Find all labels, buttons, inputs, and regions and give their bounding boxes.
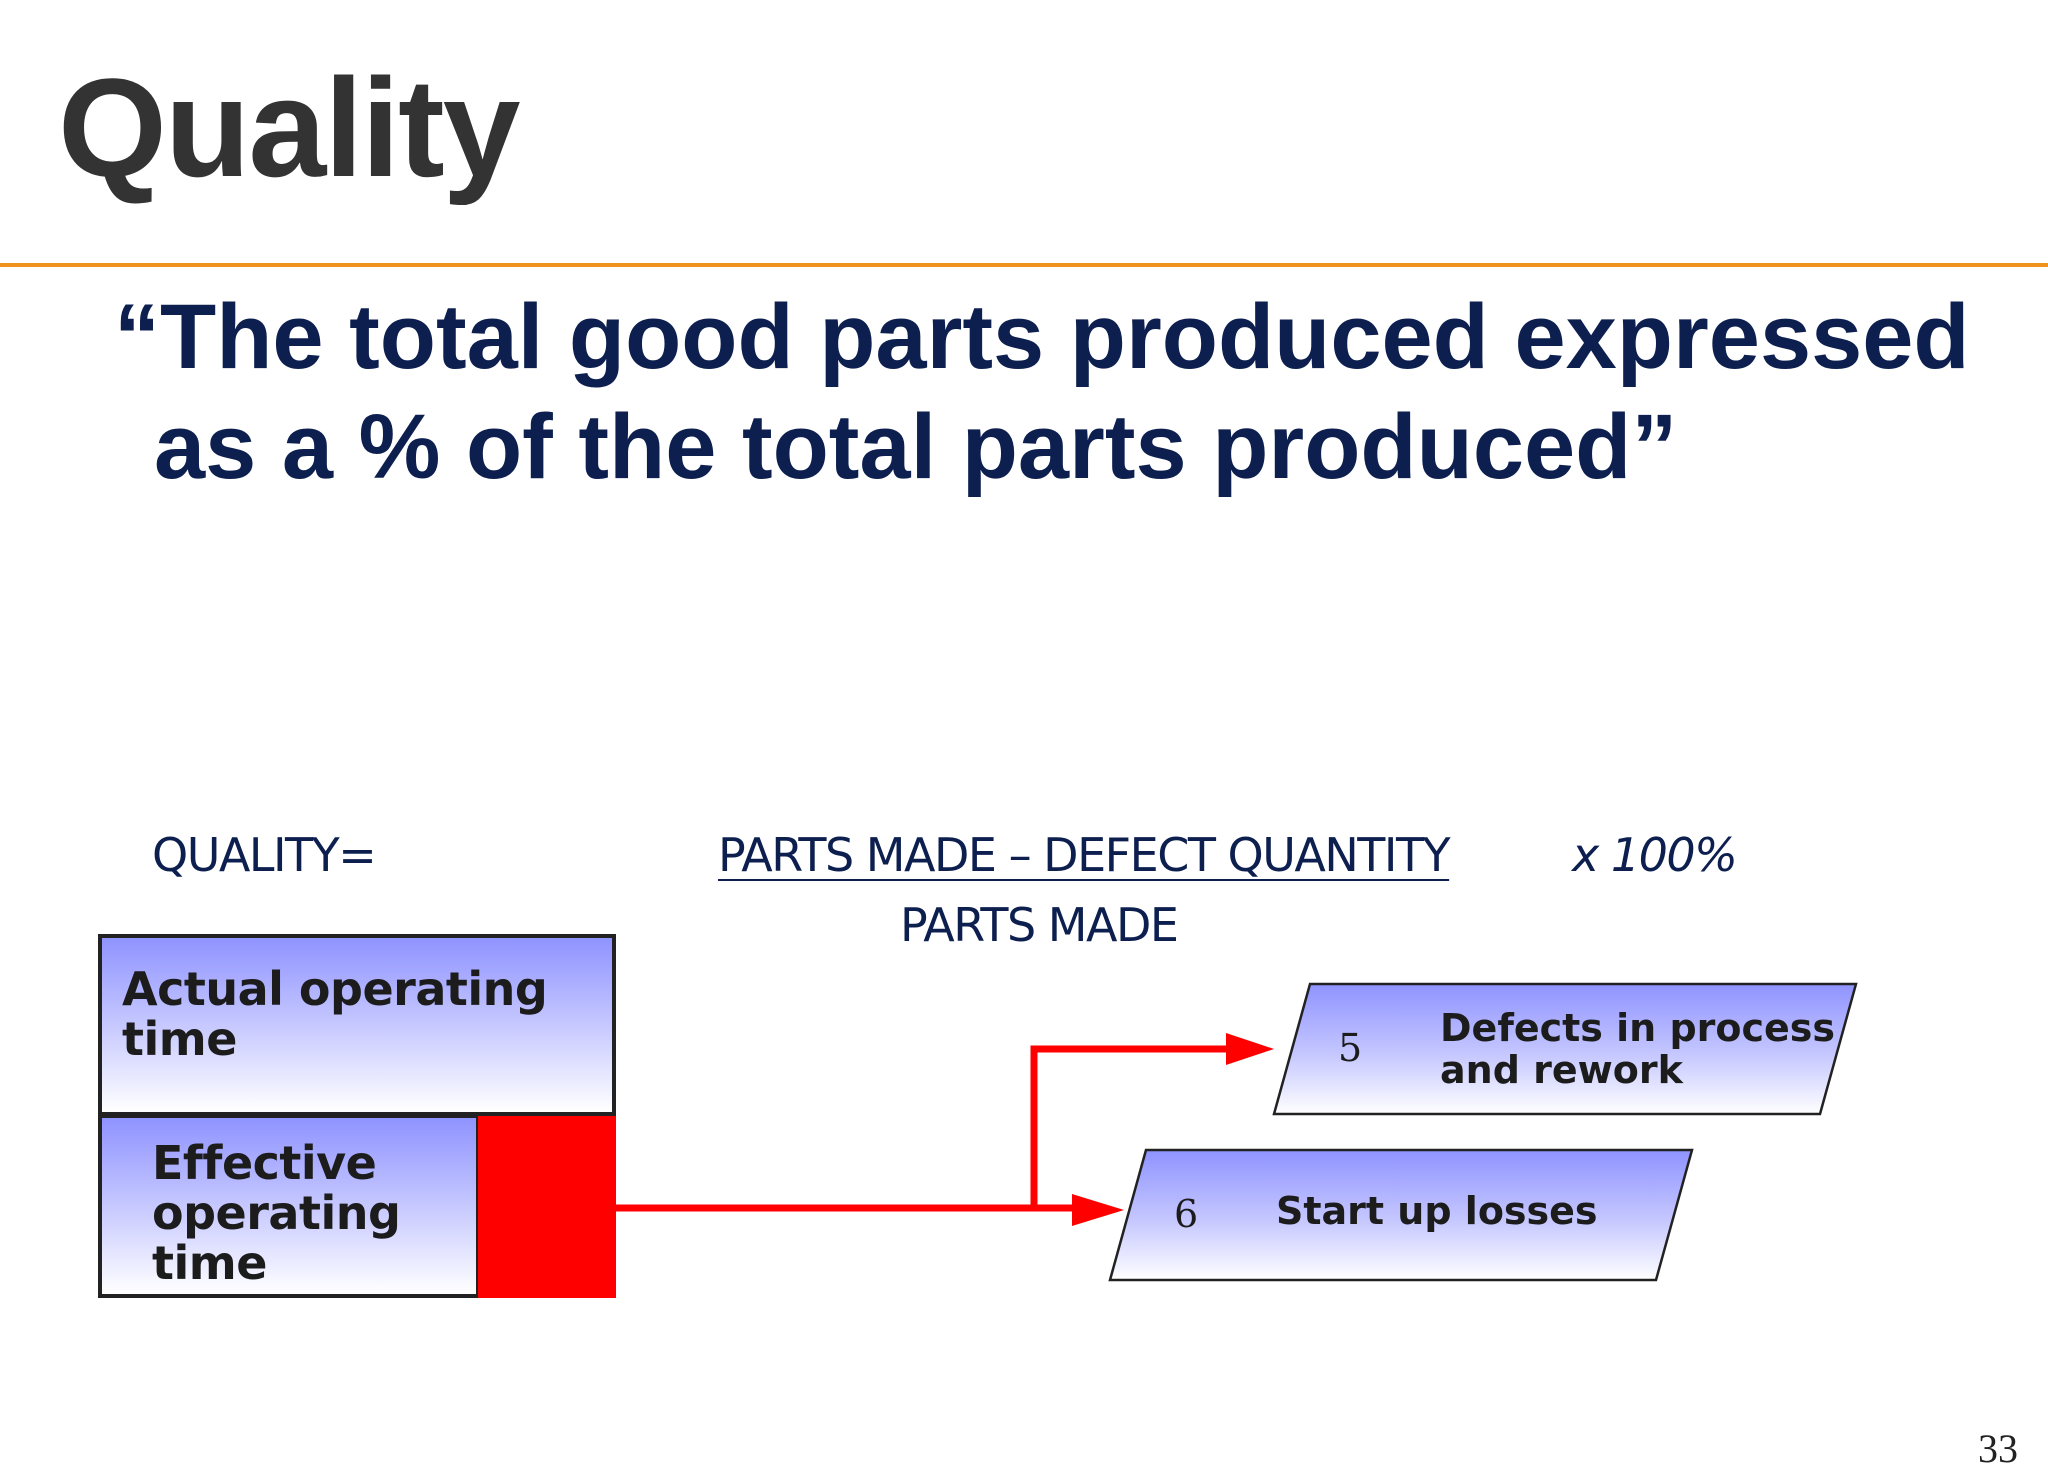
defects-label: Defects in process and rework [1440,1007,1835,1091]
effective-operating-time-line-1: Effective [152,1136,377,1190]
slide-title: Quality [58,49,521,206]
formula-numerator: PARTS MADE – DEFECT QUANTITY [718,828,1451,882]
formula-denominator: PARTS MADE [900,898,1179,952]
arrow-head-defects [1226,1033,1274,1065]
effective-operating-time-line-3: time [152,1236,267,1290]
actual-operating-time-box: Actual operating time [98,934,616,1116]
effective-operating-time-label: Effective operating time [152,1136,401,1290]
loss-number-6: 6 [1174,1192,1199,1236]
quality-loss-block [478,1116,616,1298]
startup-losses-label-line-1: Start up losses [1276,1189,1598,1233]
formula-label: QUALITY= [152,828,377,882]
startup-losses-parallelogram [1108,1148,1694,1282]
arrow-to-defects [1030,1045,1226,1210]
quality-definition-quote: “The total good parts produced expressed… [114,286,1970,498]
formula-multiplier: x 100% [1572,828,1738,882]
actual-operating-time-label: Actual operating time [122,962,548,1066]
page-number: 33 [1978,1426,2018,1471]
effective-operating-time-line-2: operating [152,1186,401,1240]
loss-number-5: 5 [1338,1026,1363,1070]
actual-operating-time-line-2: time [122,1012,237,1066]
actual-operating-time-line-1: Actual operating [122,962,548,1016]
defects-parallelogram [1272,982,1858,1116]
startup-losses-label: Start up losses [1276,1190,1598,1232]
title-divider [0,263,2048,267]
defects-label-line-1: Defects in process [1440,1006,1836,1050]
defects-label-line-2: and rework [1440,1048,1683,1092]
effective-operating-time-box: Effective operating time [98,1114,480,1298]
arrow-head-startup-losses [1072,1194,1124,1226]
